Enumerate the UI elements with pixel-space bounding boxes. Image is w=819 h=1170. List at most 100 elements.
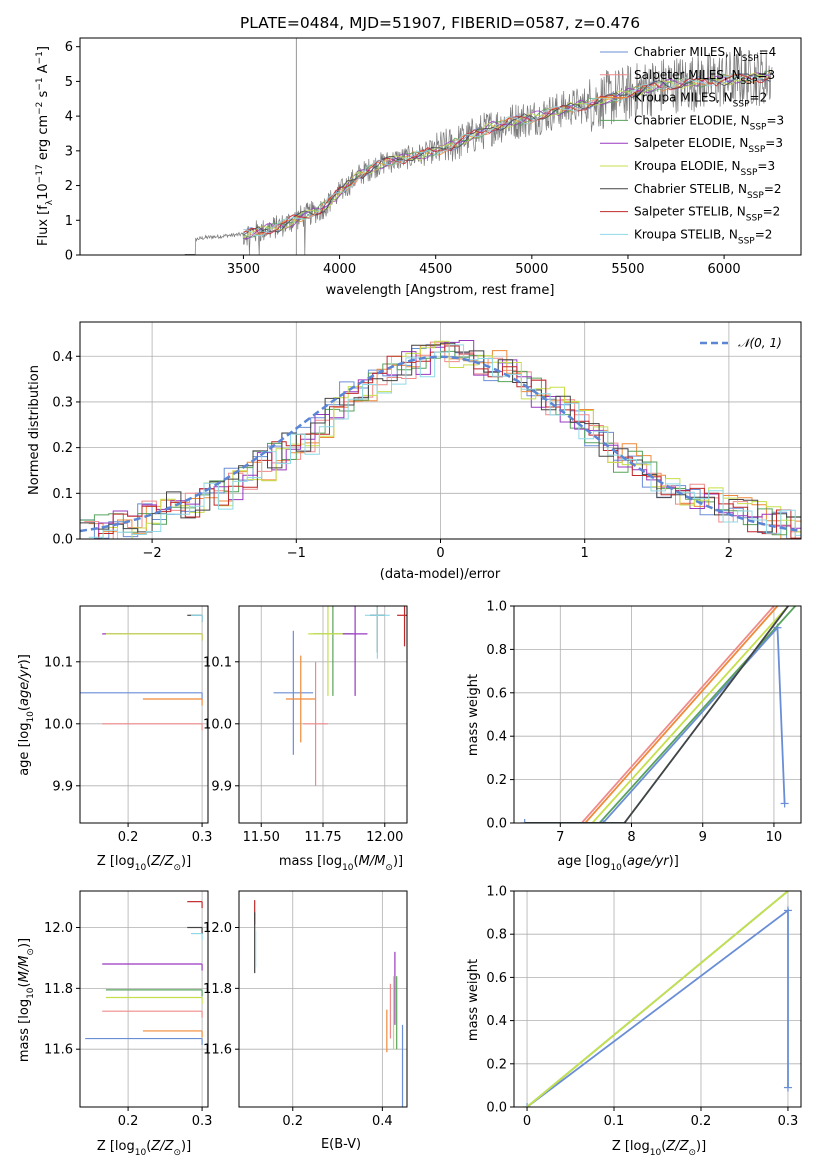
y-tick-label: 11.6 <box>203 1043 232 1058</box>
y-tick-label: 0.2 <box>52 441 73 456</box>
label-part: =3 <box>766 113 784 127</box>
axes-frame <box>79 890 209 1108</box>
frame-cumulative-mass-weight-vs-Z: 0 0.1 0.2 0.3 0.0 0.2 0.4 0.6 0.8 1.0 <box>486 885 802 1129</box>
label-part: =4 <box>759 45 777 59</box>
label-part: =3 <box>757 159 775 173</box>
x-tick-label: −2 <box>143 546 162 561</box>
legend-entry: Kroupa MILES, NSSP=2 <box>634 91 767 110</box>
plot-area-spectrum <box>184 38 773 255</box>
frame-mass-vs-Z: 0.2 0.3 11.6 11.8 12.0 <box>44 890 212 1129</box>
plot-area-residual-histogram <box>80 340 801 539</box>
label-part: )] <box>17 938 32 948</box>
label-part: Chabrier STELIB, N <box>634 182 747 196</box>
label-part: 10 <box>135 1148 147 1158</box>
plot-area-mass-vs-EBV <box>254 900 404 1107</box>
label-part: Z/Z <box>150 854 174 869</box>
label-part: Z [log <box>97 1139 135 1154</box>
x-axis-label: age [log10(age/yr)] <box>557 854 679 873</box>
model-line-kroupa_stelib <box>243 73 771 236</box>
label-part: 10 <box>342 863 354 873</box>
y-tick-label: 10.1 <box>203 655 232 670</box>
label-part: Z/Z <box>150 1139 174 1154</box>
label-part: ( <box>354 854 359 869</box>
y-axis-label: Flux [fλ10−17 erg cm−2 s−1 A−1] <box>35 46 55 246</box>
x-axis-label: wavelength [Angstrom, rest frame] <box>326 283 555 298</box>
x-tick-label: 0.3 <box>778 1114 799 1129</box>
y-axis-label: mass [log10(M/M⊙)] <box>17 938 36 1062</box>
axes-mass-vs-EBV <box>239 891 407 1107</box>
x-tick-label: 9 <box>699 830 707 845</box>
label-part: Chabrier ELODIE, N <box>634 113 750 127</box>
label-part: =2 <box>763 205 781 219</box>
hist-chabrier_stelib <box>80 342 801 533</box>
cumline-chabrier_stelib <box>524 606 789 823</box>
label-part: Kroupa STELIB, N <box>634 227 738 241</box>
legend-entry: Salpeter STELIB, NSSP=2 <box>634 205 780 224</box>
x-axis-label: E(B-V) <box>321 1137 361 1152</box>
label-part: age [log <box>557 854 610 869</box>
label-part: 10 <box>26 987 36 999</box>
y-tick-label: 0.4 <box>486 730 507 745</box>
y-tick-label: 9.9 <box>211 779 232 794</box>
y-axis-label: age [log10(age/yr)] <box>17 654 36 776</box>
label-part: SSP <box>750 122 767 132</box>
y-tick-label: 12.0 <box>44 921 73 936</box>
label-part: 10 <box>36 183 51 200</box>
y-tick-label: 0.8 <box>486 643 507 658</box>
label-part: E(B-V) <box>321 1137 361 1152</box>
label-part: M/M <box>359 854 386 869</box>
hist-salpeter_stelib <box>84 345 801 539</box>
label-part: ( <box>661 1139 666 1154</box>
plot-area-age-vs-mass <box>273 606 407 786</box>
label-part: −1 <box>35 51 45 64</box>
y-tick-label: 10.0 <box>203 717 232 732</box>
hist-chabrier_elodie <box>80 350 801 536</box>
x-tick-label: 0.3 <box>192 830 213 845</box>
hist-salpeter_miles <box>84 341 801 539</box>
x-tick-label: −1 <box>287 546 306 561</box>
x-axis-label: Z [log10(Z/Z⊙)] <box>97 1139 191 1158</box>
gaussian-curve <box>80 355 801 533</box>
label-part: Z [log <box>612 1139 650 1154</box>
y-axis-label: mass weight <box>466 959 481 1041</box>
legend-entry: Chabrier MILES, NSSP=4 <box>634 45 776 64</box>
y-tick-label: 0 <box>65 249 73 264</box>
model-line-salpeter_stelib <box>243 74 771 235</box>
axes-mass-vs-Z <box>80 891 208 1107</box>
plot-area-age-vs-Z <box>80 614 203 731</box>
label-part: 10 <box>650 1148 662 1158</box>
label-part: mass [log <box>279 854 342 869</box>
legend-entry: Salpeter MILES, NSSP=3 <box>634 68 775 87</box>
label-part: ⊙ <box>26 948 36 956</box>
y-tick-label: 0.3 <box>52 395 73 410</box>
y-tick-label: 0.0 <box>52 533 73 548</box>
label-part: SSP <box>733 100 750 110</box>
y-tick-label: 4 <box>65 110 73 125</box>
label-part: mass weight <box>466 959 481 1041</box>
y-tick-label: 3 <box>65 144 73 159</box>
label-part: =2 <box>755 227 773 241</box>
label-part: (data-model)/error <box>380 567 501 582</box>
cumline-kroupa_miles <box>524 606 779 823</box>
legend-entry: Salpeter ELODIE, NSSP=3 <box>634 136 783 155</box>
axes-age-vs-Z <box>80 606 208 823</box>
y-tick-label: 0.2 <box>486 773 507 788</box>
label-part: −2 <box>35 102 45 115</box>
label-part: age/yr <box>627 854 670 869</box>
y-tick-label: 0.0 <box>486 817 507 832</box>
cumline-chabrier_elodie <box>524 606 796 823</box>
frame-age-vs-Z: 0.2 0.3 9.9 10.0 10.1 <box>44 605 213 845</box>
label-part: Z/Z <box>665 1139 689 1154</box>
cumline-kroupa_elodie <box>526 891 789 1107</box>
label-part: −17 <box>35 164 45 183</box>
label-part: SSP <box>747 191 764 201</box>
y-tick-label: 11.8 <box>44 982 73 997</box>
frame-residual-histogram: −2 −1 0 1 2 0.0 0.1 0.2 0.3 0.4 𝒩(0, 1) <box>52 321 802 561</box>
frame-age-vs-mass: 11.50 11.75 12.00 9.9 10.0 10.1 <box>203 605 408 845</box>
model-line-chabrier_stelib <box>243 73 771 236</box>
frame-mass-vs-EBV: 0.2 0.4 11.6 11.8 12.0 <box>203 890 408 1129</box>
label-part: 10 <box>610 863 622 873</box>
legend-entry: Chabrier STELIB, NSSP=2 <box>634 182 782 201</box>
label-part: ] <box>36 46 51 51</box>
label-part: SSP <box>741 77 758 87</box>
